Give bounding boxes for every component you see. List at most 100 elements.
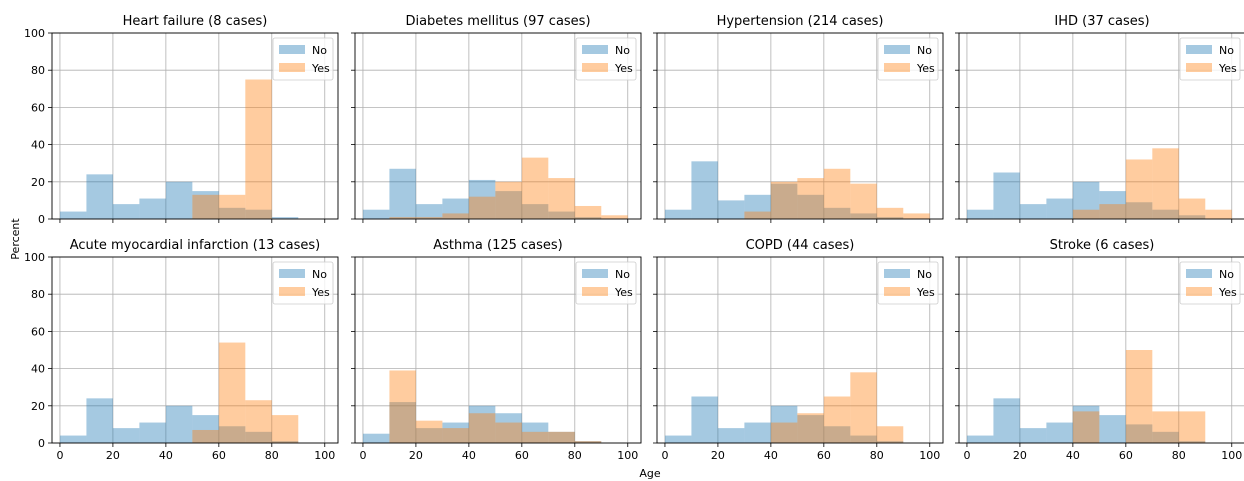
panel-7: 0 20 40 60 80 100 COPD (44 cases) No Yes [653, 238, 944, 462]
bar-no [86, 174, 113, 219]
y-tick-label: 0 [38, 213, 45, 226]
legend-swatch-no [279, 45, 305, 54]
panel-title: COPD (44 cases) [746, 238, 855, 253]
x-tick-label: 60 [817, 449, 831, 462]
bar-no [245, 209, 272, 219]
legend-box [1179, 261, 1241, 305]
y-tick-label: 0 [38, 437, 45, 450]
x-tick-label: 60 [1119, 449, 1133, 462]
x-tick-label: 80 [568, 449, 582, 462]
bar-no [389, 402, 416, 443]
bar-no [112, 204, 140, 219]
y-tick-label: 100 [24, 27, 45, 40]
bar-yes [521, 431, 549, 443]
bar-yes [1072, 411, 1100, 443]
bar-no [271, 217, 299, 219]
bar-no [389, 168, 416, 219]
bar-no [993, 172, 1020, 219]
bar-no [797, 415, 824, 443]
plot-frame [958, 256, 1244, 444]
panel-8: 0 20 40 60 80 100 Stroke (6 cases) No Yes [955, 238, 1244, 462]
bar-yes [850, 183, 877, 219]
panel-title: Stroke (6 cases) [1050, 238, 1155, 253]
y-tick-label: 40 [31, 139, 45, 152]
bar-yes [903, 213, 930, 219]
panel-4: IHD (37 cases) No Yes [955, 14, 1244, 223]
bar-yes [245, 79, 272, 219]
bar-yes [1178, 411, 1206, 443]
legend-box [877, 37, 939, 81]
y-tick-label: 20 [31, 176, 45, 189]
bar-no [218, 207, 246, 219]
panel-2: Diabetes mellitus (97 cases) No Yes [351, 14, 642, 223]
x-tick-label: 60 [515, 449, 529, 462]
legend-swatch-no [1186, 269, 1212, 278]
bar-yes [823, 396, 851, 443]
legend-label-yes: Yes [614, 62, 633, 75]
y-axis-label: Percent [9, 218, 22, 260]
bar-yes [850, 372, 877, 443]
y-tick-label: 20 [31, 400, 45, 413]
bar-no [192, 415, 219, 443]
bar-yes [744, 211, 771, 219]
y-tick-label: 100 [24, 251, 45, 264]
bar-no [415, 204, 443, 219]
bar-no [1099, 191, 1126, 219]
x-tick-label: 0 [963, 449, 970, 462]
bar-no [1019, 204, 1047, 219]
bar-yes [218, 342, 246, 443]
bar-yes [389, 217, 416, 219]
legend-swatch-yes [884, 63, 910, 72]
bar-yes [1152, 411, 1179, 443]
legend-box [272, 37, 334, 81]
bar-yes [192, 194, 219, 219]
bar-no [468, 405, 496, 443]
bar-no [165, 181, 193, 219]
plot-frame [958, 32, 1244, 220]
bar-no [850, 435, 877, 443]
legend-swatch-yes [582, 287, 608, 296]
bar-no [744, 422, 771, 443]
bar-no [770, 405, 798, 443]
legend-label-yes: Yes [1218, 62, 1237, 75]
legend-swatch-yes [582, 63, 608, 72]
legend-swatch-yes [1186, 63, 1212, 72]
legend-swatch-yes [1186, 287, 1212, 296]
bar-yes [442, 213, 469, 219]
x-tick-label: 20 [1013, 449, 1027, 462]
y-tick-label: 40 [31, 363, 45, 376]
x-tick-label: 80 [265, 449, 279, 462]
bar-no [362, 209, 390, 219]
bar-no [245, 431, 272, 443]
bar-no [664, 209, 692, 219]
legend-label-no: No [615, 44, 630, 57]
legend-box [1179, 37, 1241, 81]
panel-3: Hypertension (214 cases) No Yes [653, 14, 944, 223]
y-tick-label: 60 [31, 325, 45, 338]
bar-no [521, 204, 549, 219]
bar-no [218, 426, 246, 443]
plot-frame [354, 256, 642, 444]
panels: 0 20 40 60 80 100 Heart failure (8 cases) No Yes… [24, 14, 1244, 462]
bar-no [1072, 181, 1100, 219]
x-tick-label: 40 [159, 449, 173, 462]
bar-yes [415, 217, 443, 219]
panel-6: 0 20 40 60 80 100 Asthma (125 cases) No Yes [351, 238, 642, 462]
legend-box [575, 261, 637, 305]
panel-5: 0 20 40 60 80 100 0 20 40 60 80 100 Acute myocardial… [24, 238, 339, 462]
bar-no [823, 207, 851, 219]
panel-title: Diabetes mellitus (97 cases) [405, 14, 590, 29]
legend-label-no: No [1219, 44, 1234, 57]
legend-swatch-no [884, 45, 910, 54]
y-tick-label: 60 [31, 101, 45, 114]
bar-no [966, 209, 994, 219]
bar-no [59, 435, 87, 443]
bar-no [192, 191, 219, 219]
bar-no [1152, 431, 1179, 443]
legend-label-yes: Yes [1218, 286, 1237, 299]
bar-yes [415, 420, 443, 443]
bar-yes [1072, 209, 1100, 219]
bar-no [1125, 424, 1153, 443]
bar-yes [389, 370, 416, 443]
